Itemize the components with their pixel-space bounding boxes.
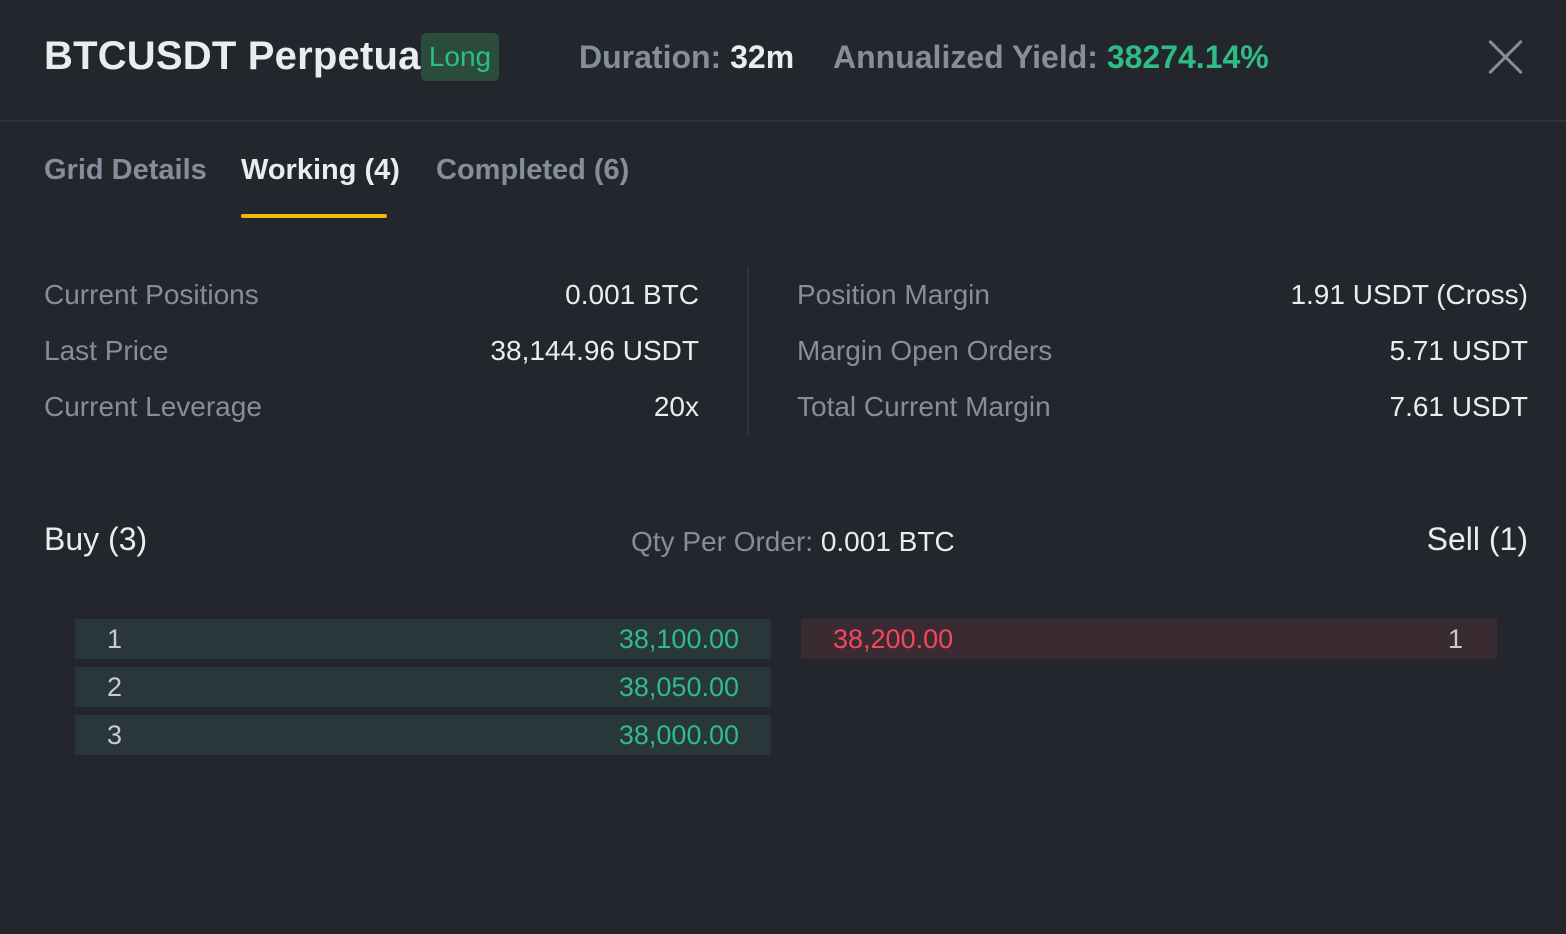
current-positions-value: 0.001 BTC (565, 279, 699, 310)
position-margin-label: Position Margin (797, 279, 990, 310)
buy-order-row: 2 38,050.00 (75, 667, 771, 707)
order-index: 3 (107, 720, 123, 750)
sell-order-row: 38,200.00 1 (801, 619, 1497, 659)
yield-label: Annualized Yield: (833, 39, 1098, 75)
buy-order-price: 38,050.00 (618, 672, 739, 702)
margin-open-orders-label: Margin Open Orders (797, 335, 1053, 366)
qty-label: Qty Per Order: (631, 526, 814, 557)
total-current-margin-value: 7.61 USDT (1389, 391, 1529, 422)
current-leverage-value: 20x (653, 391, 699, 422)
duration: Duration: 32m (579, 39, 794, 76)
modal-header: BTCUSDT Perpetual Long Duration: 32m Ann… (0, 0, 1566, 122)
order-index: 2 (107, 672, 123, 702)
current-leverage-label: Current Leverage (44, 391, 262, 422)
duration-value: 32m (730, 39, 795, 75)
order-index: 1 (1447, 624, 1463, 654)
sell-orders-title: Sell (1) (1426, 521, 1528, 557)
close-icon[interactable] (1484, 36, 1526, 78)
buy-order-row: 3 38,000.00 (75, 715, 771, 755)
order-index: 1 (107, 624, 123, 654)
last-price-value: 38,144.96 USDT (490, 335, 699, 366)
margin-open-orders-value: 5.71 USDT (1389, 335, 1529, 366)
page-title: BTCUSDT Perpetual (44, 34, 432, 78)
buy-orders-title: Buy (3) (44, 521, 148, 557)
direction-badge: Long (421, 33, 499, 81)
buy-order-price: 38,100.00 (618, 624, 739, 654)
tab-grid-details[interactable]: Grid Details (44, 154, 207, 186)
annualized-yield: Annualized Yield: 38274.14% (833, 39, 1269, 76)
last-price-label: Last Price (44, 335, 169, 366)
active-tab-indicator (241, 214, 387, 218)
yield-value: 38274.14% (1106, 39, 1269, 75)
tab-working[interactable]: Working (4) (241, 154, 400, 186)
duration-label: Duration: (579, 39, 722, 75)
position-margin-value: 1.91 USDT (Cross) (1290, 279, 1528, 310)
tab-completed[interactable]: Completed (6) (436, 154, 630, 186)
current-positions-label: Current Positions (44, 279, 259, 310)
total-current-margin-label: Total Current Margin (797, 391, 1051, 422)
sell-order-price: 38,200.00 (833, 624, 954, 654)
qty-per-order: Qty Per Order: 0.001 BTC (631, 526, 955, 558)
buy-order-row: 1 38,100.00 (75, 619, 771, 659)
qty-value: 0.001 BTC (820, 526, 955, 557)
buy-order-price: 38,000.00 (618, 720, 739, 750)
info-divider (747, 266, 749, 436)
